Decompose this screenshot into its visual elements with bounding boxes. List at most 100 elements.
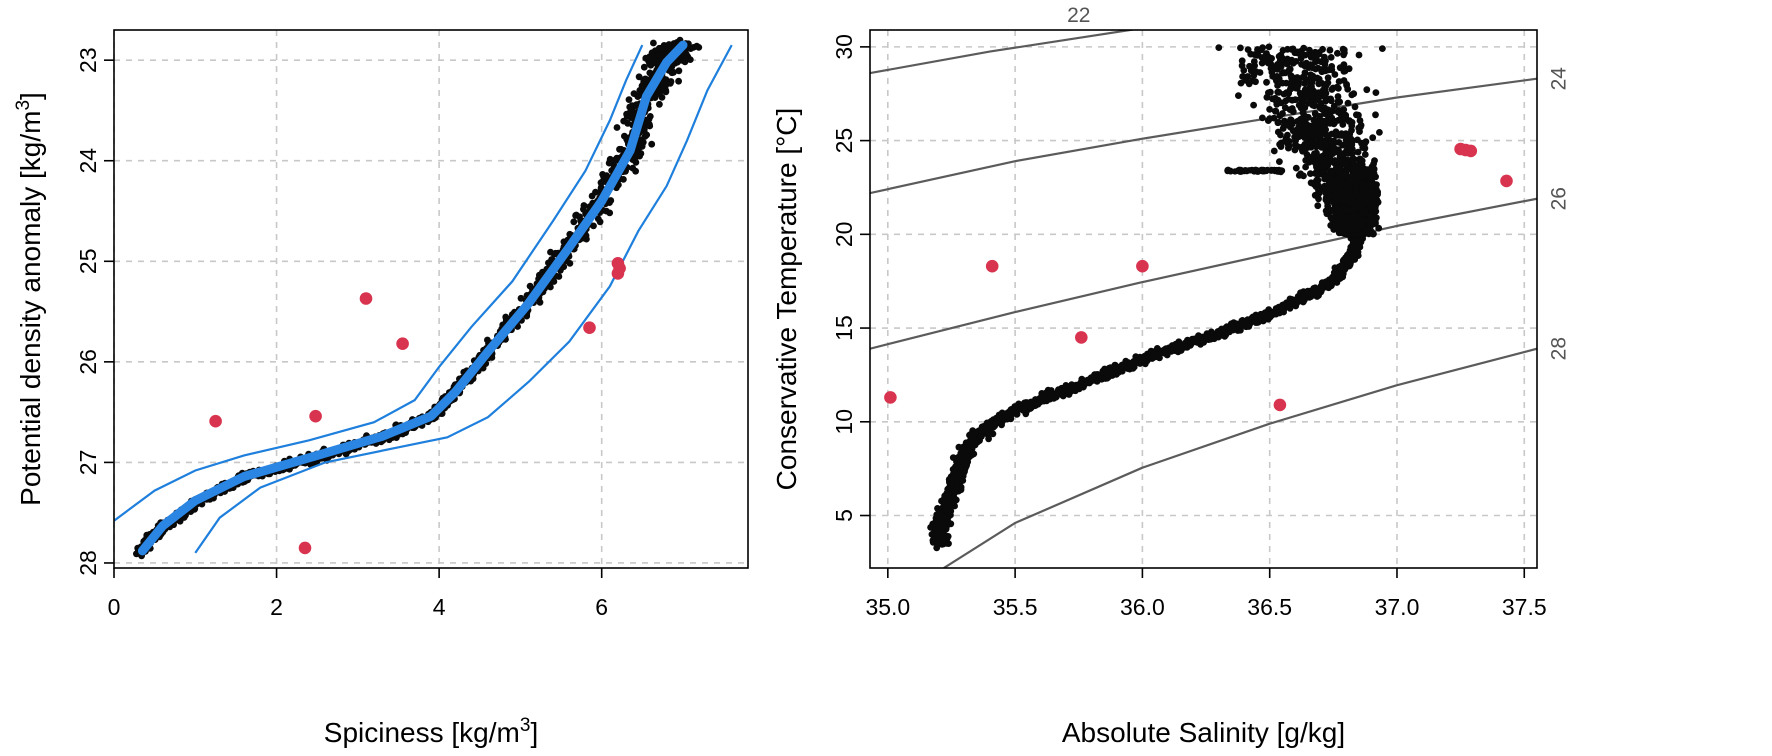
right-obs-point <box>1358 172 1366 180</box>
right-x-tick-label-5: 37.5 <box>1502 594 1547 620</box>
right-obs-point <box>928 531 936 538</box>
right-obs-point <box>1252 78 1259 86</box>
right-obs-point <box>1002 410 1010 417</box>
left-obs-point <box>660 44 668 51</box>
right-obs-point <box>1258 166 1266 174</box>
right-obs-point <box>1277 131 1284 139</box>
right-obs-point <box>1343 81 1350 88</box>
left-obs-point <box>633 101 640 108</box>
right-obs-point <box>1346 186 1354 194</box>
isopycnal-label-26: 26 <box>1548 187 1571 210</box>
right-obs-point <box>1323 131 1331 139</box>
right-obs-point <box>961 462 968 470</box>
right-obs-point <box>1139 357 1147 365</box>
left-obs-point <box>656 90 663 98</box>
right-obs-point <box>1220 329 1228 336</box>
right-obs-point <box>1284 60 1291 68</box>
right-obs-point <box>1285 144 1292 152</box>
right-obs-point <box>1242 76 1250 84</box>
right-obs-point <box>1322 196 1330 204</box>
right-obs-point <box>1334 49 1341 57</box>
right-obs-point <box>1374 191 1381 198</box>
right-obs-point <box>1353 165 1360 173</box>
right-obs-point <box>1363 196 1370 204</box>
right-obs-point <box>1057 387 1065 395</box>
right-obs-point <box>1356 202 1364 209</box>
right-obs-point <box>1376 129 1383 136</box>
right-obs-point <box>1021 403 1028 411</box>
right-obs-point <box>1306 78 1313 86</box>
right-outlier-point <box>1136 259 1149 273</box>
right-obs-point <box>1295 101 1303 109</box>
left-obs-point <box>656 100 663 108</box>
right-obs-point <box>1338 266 1346 274</box>
right-obs-point <box>1286 80 1294 87</box>
right-obs-point <box>1315 195 1322 203</box>
right-obs-point <box>1347 174 1354 182</box>
right-obs-point <box>1318 125 1326 132</box>
right-grid <box>870 30 1537 568</box>
left-obs-point <box>621 132 628 140</box>
right-obs-point <box>1316 116 1324 124</box>
left-fit-line <box>137 40 688 556</box>
right-obs-point <box>1368 205 1376 213</box>
right-obs-point <box>1335 168 1343 175</box>
right-obs-point <box>1243 167 1250 174</box>
left-fit-lines <box>113 40 733 556</box>
right-obs-point <box>1257 312 1264 319</box>
right-obs-point <box>1339 45 1347 53</box>
right-obs-point <box>1303 294 1311 301</box>
right-obs-point <box>933 518 941 525</box>
right-obs-point <box>1370 165 1378 173</box>
right-isopycnal-24 <box>870 77 1537 195</box>
right-obs-point <box>1327 109 1334 116</box>
right-x-tick-label-4: 37.0 <box>1375 594 1420 620</box>
left-obs-point <box>616 145 623 153</box>
left-outlier-point <box>611 267 625 280</box>
right-outlier-point <box>985 259 999 273</box>
right-isopycnal-26 <box>870 197 1537 350</box>
left-obs-point <box>675 77 682 85</box>
left-obs-point <box>572 212 579 219</box>
right-x-tick-label-0: 35.0 <box>865 594 910 620</box>
left-outlier-point <box>309 409 322 423</box>
right-obs-point <box>1332 128 1340 136</box>
right-obs-point <box>1355 213 1363 221</box>
left-x-tick-label-0: 0 <box>108 594 121 620</box>
right-obs-point <box>1284 45 1291 53</box>
left-obs-point <box>662 88 670 96</box>
right-obs-point <box>1315 49 1323 56</box>
left-outlier-point <box>298 541 312 555</box>
right-obs-point <box>1341 160 1349 168</box>
right-y-tick-label-3: 20 <box>831 222 857 248</box>
right-obs-point <box>1363 86 1371 94</box>
left-obs-point <box>659 81 667 88</box>
left-obs-point <box>517 294 525 302</box>
right-obs-point <box>1370 220 1378 228</box>
right-obs-point <box>933 526 941 534</box>
left-x-axis-title: Spiciness [kg/m3] <box>324 715 538 748</box>
right-obs-point <box>1344 99 1352 107</box>
right-obs-point <box>1270 147 1278 155</box>
left-outlier-point <box>396 337 409 351</box>
right-obs-point <box>1260 54 1267 62</box>
right-obs-point <box>1322 189 1329 197</box>
right-obs-point <box>941 537 949 544</box>
right-obs-point <box>1379 45 1386 52</box>
left-obs-point <box>596 218 604 226</box>
right-x-tick-label-3: 36.5 <box>1247 594 1292 620</box>
right-obs-point <box>1259 44 1266 51</box>
right-obs-point <box>1304 113 1312 121</box>
right-obs-point <box>1041 396 1049 404</box>
right-obs-point <box>1077 379 1084 387</box>
right-obs-point <box>1374 198 1382 206</box>
right-y-tick-label-0: 5 <box>831 509 857 522</box>
right-obs-point <box>1254 50 1261 58</box>
left-obs-point <box>484 336 491 344</box>
right-obs-point <box>1327 222 1335 229</box>
left-y-tick-label-5: 28 <box>75 550 101 576</box>
left-obs-point <box>566 260 574 267</box>
left-obs-point <box>599 171 606 178</box>
right-obs-point <box>1369 134 1377 142</box>
right-obs-point <box>1342 141 1350 148</box>
